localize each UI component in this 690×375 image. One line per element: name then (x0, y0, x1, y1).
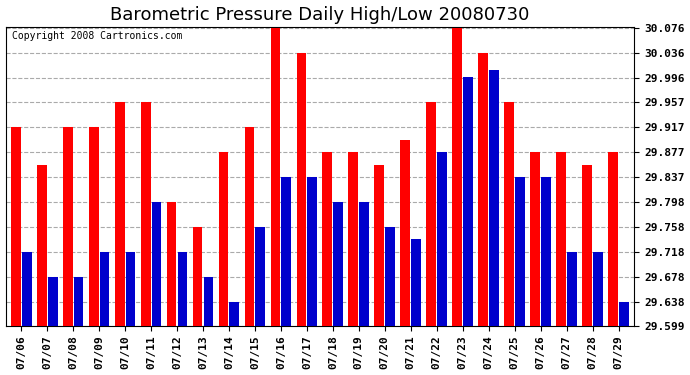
Bar (504, 102, 514, 326)
Bar (426, 102, 436, 326)
Bar (593, 252, 603, 326)
Title: Barometric Pressure Daily High/Low 20080730: Barometric Pressure Daily High/Low 20080… (110, 6, 530, 24)
Bar (99, 252, 110, 326)
Bar (297, 53, 306, 326)
Bar (21, 252, 32, 326)
Bar (400, 140, 411, 326)
Bar (489, 70, 499, 326)
Bar (385, 226, 395, 326)
Bar (567, 252, 577, 326)
Bar (282, 177, 291, 326)
Bar (478, 53, 489, 326)
Bar (411, 239, 421, 326)
Bar (126, 252, 135, 326)
Bar (531, 152, 540, 326)
Bar (619, 302, 629, 326)
Bar (115, 102, 124, 326)
Bar (308, 177, 317, 326)
Bar (63, 127, 72, 326)
Bar (230, 302, 239, 326)
Bar (270, 28, 280, 326)
Bar (193, 226, 202, 326)
Bar (11, 127, 21, 326)
Bar (333, 201, 343, 326)
Bar (219, 152, 228, 326)
Bar (609, 152, 618, 326)
Text: Copyright 2008 Cartronics.com: Copyright 2008 Cartronics.com (12, 31, 182, 41)
Bar (515, 177, 525, 326)
Bar (152, 201, 161, 326)
Bar (437, 152, 447, 326)
Bar (541, 177, 551, 326)
Bar (89, 127, 99, 326)
Bar (166, 201, 177, 326)
Bar (177, 252, 188, 326)
Bar (244, 127, 255, 326)
Bar (359, 201, 369, 326)
Bar (463, 76, 473, 326)
Bar (37, 165, 47, 326)
Bar (74, 277, 83, 326)
Bar (255, 226, 266, 326)
Bar (453, 28, 462, 326)
Bar (582, 165, 592, 326)
Bar (322, 152, 333, 326)
Bar (348, 152, 358, 326)
Bar (204, 277, 213, 326)
Bar (141, 102, 150, 326)
Bar (48, 277, 57, 326)
Bar (556, 152, 566, 326)
Bar (375, 165, 384, 326)
